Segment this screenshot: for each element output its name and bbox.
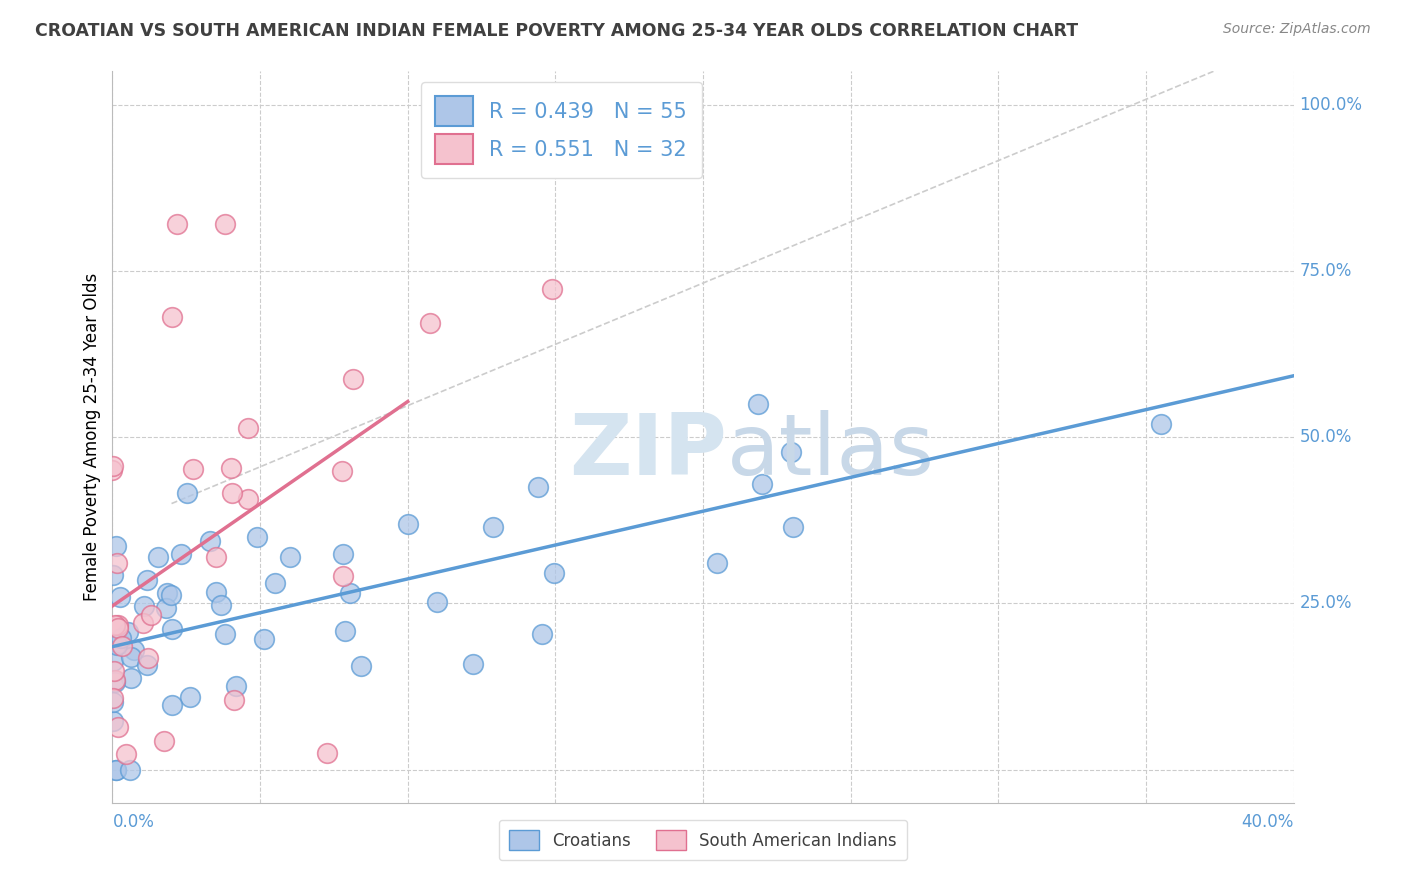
Point: [117, 625, 139, 640]
Point: [104, 618, 127, 632]
Point: [108, 636, 131, 650]
Point: [104, 539, 127, 553]
Point: [156, 586, 179, 600]
Point: [160, 310, 183, 325]
Point: [101, 458, 124, 473]
Point: [103, 664, 125, 678]
Point: [179, 690, 201, 704]
Point: [134, 599, 156, 613]
Point: [332, 569, 354, 583]
Point: [214, 626, 236, 640]
Point: [124, 643, 146, 657]
Point: [135, 574, 157, 588]
Text: 75.0%: 75.0%: [1299, 262, 1351, 280]
Point: [253, 632, 276, 646]
Point: [264, 576, 287, 591]
Point: [350, 659, 373, 673]
Point: [181, 461, 204, 475]
Point: [779, 445, 801, 459]
Point: [782, 520, 804, 534]
Point: [278, 549, 301, 564]
Point: [238, 421, 260, 435]
Point: [107, 621, 129, 635]
Point: [155, 600, 177, 615]
Point: [236, 491, 259, 506]
Point: [531, 627, 554, 641]
Point: [107, 720, 129, 734]
Point: [332, 547, 354, 561]
Point: [396, 516, 419, 531]
Point: [105, 763, 128, 777]
Point: [104, 675, 127, 690]
Point: [169, 547, 191, 561]
Text: atlas: atlas: [727, 410, 935, 493]
Point: [120, 649, 142, 664]
Point: [214, 217, 236, 231]
Point: [204, 550, 226, 565]
Point: [105, 556, 128, 570]
Point: [176, 486, 198, 500]
Point: [160, 622, 183, 636]
Point: [107, 618, 129, 632]
Point: [115, 747, 138, 761]
Point: [342, 372, 364, 386]
Point: [152, 734, 174, 748]
Point: [751, 476, 773, 491]
Point: [101, 695, 124, 709]
Point: [110, 631, 132, 645]
Point: [333, 624, 356, 638]
Legend: Croatians, South American Indians: Croatians, South American Indians: [499, 820, 907, 860]
Text: Source: ZipAtlas.com: Source: ZipAtlas.com: [1223, 22, 1371, 37]
Point: [526, 479, 548, 493]
Point: [103, 714, 125, 729]
Point: [221, 460, 243, 475]
Point: [146, 549, 169, 564]
Point: [426, 594, 449, 608]
Point: [160, 698, 183, 712]
Point: [225, 680, 247, 694]
Point: [101, 567, 124, 582]
Point: [209, 598, 232, 612]
Point: [706, 556, 728, 570]
Point: [120, 671, 142, 685]
Point: [540, 282, 562, 296]
Point: [110, 591, 132, 605]
Point: [339, 585, 361, 599]
Text: ZIP: ZIP: [569, 410, 727, 493]
Point: [105, 638, 128, 652]
Point: [159, 588, 181, 602]
Point: [543, 566, 565, 580]
Point: [1150, 417, 1173, 431]
Text: CROATIAN VS SOUTH AMERICAN INDIAN FEMALE POVERTY AMONG 25-34 YEAR OLDS CORRELATI: CROATIAN VS SOUTH AMERICAN INDIAN FEMALE…: [35, 22, 1078, 40]
Point: [118, 763, 141, 777]
Point: [316, 746, 339, 760]
Text: 100.0%: 100.0%: [1299, 95, 1362, 113]
Point: [166, 217, 188, 231]
Point: [101, 654, 124, 668]
Point: [221, 485, 243, 500]
Point: [482, 519, 505, 533]
Y-axis label: Female Poverty Among 25-34 Year Olds: Female Poverty Among 25-34 Year Olds: [83, 273, 101, 601]
Point: [136, 657, 159, 672]
Text: 50.0%: 50.0%: [1299, 428, 1351, 446]
Point: [132, 615, 155, 630]
Text: 25.0%: 25.0%: [1299, 594, 1353, 612]
Point: [111, 640, 134, 654]
Point: [104, 673, 127, 687]
Point: [419, 316, 441, 330]
Point: [141, 608, 163, 623]
Point: [205, 585, 228, 599]
Point: [747, 397, 769, 411]
Point: [200, 533, 222, 548]
Point: [101, 690, 124, 705]
Point: [104, 763, 127, 777]
Text: 0.0%: 0.0%: [112, 813, 155, 830]
Point: [461, 657, 484, 671]
Text: 40.0%: 40.0%: [1241, 813, 1294, 830]
Point: [224, 693, 246, 707]
Point: [101, 463, 124, 477]
Point: [246, 531, 269, 545]
Point: [330, 464, 353, 478]
Point: [138, 651, 160, 665]
